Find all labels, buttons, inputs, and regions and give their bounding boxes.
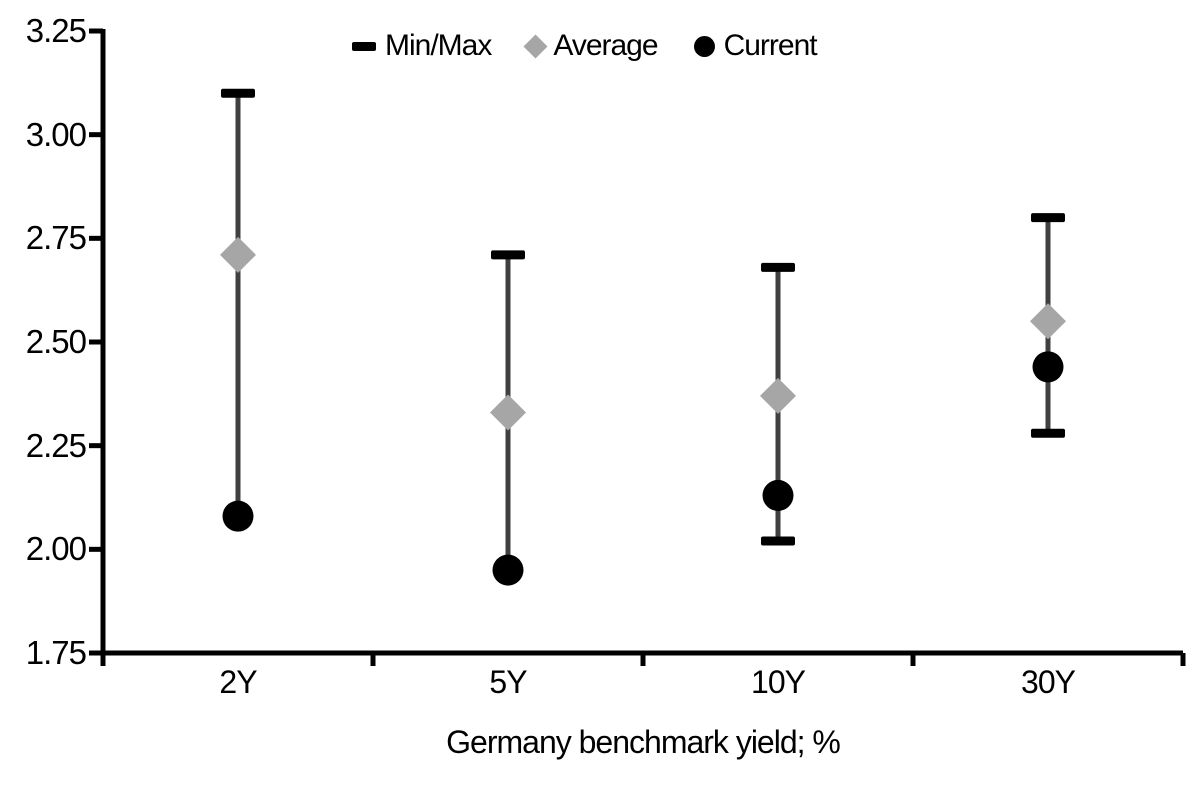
legend-item-average: Average [523,29,659,63]
max-cap-marker [1031,213,1065,223]
legend-label-current: Current [723,29,818,62]
legend-label-minmax: Min/Max [385,29,492,62]
average-diamond-marker [760,377,796,414]
current-circle-marker [492,554,524,586]
average-diamond-marker [490,394,526,431]
current-circle-marker [222,500,254,532]
x-axis-title: Germany benchmark yield; % [446,724,841,760]
average-diamond-icon [523,33,548,59]
y-tick-label: 1.75 [25,634,87,671]
max-cap-marker [761,262,795,272]
average-diamond-marker [220,236,256,273]
legend-item-minmax: Min/Max [352,29,492,63]
max-cap-marker [491,250,525,260]
minmax-dash-icon [352,41,376,51]
y-tick-label: 2.00 [25,530,87,567]
current-circle-icon [693,35,715,57]
y-tick-label: 2.50 [25,323,87,360]
x-category-label-10y: 10Y [751,664,806,700]
average-diamond-marker [1030,303,1066,340]
y-tick-label: 2.25 [25,427,87,464]
y-tick-label: 2.75 [25,219,87,256]
min-cap-marker [1031,428,1065,438]
current-circle-marker [1032,351,1064,383]
min-cap-marker [761,536,795,546]
legend-label-average: Average [553,29,658,62]
x-category-label-5y: 5Y [489,664,527,700]
y-tick-label: 3.25 [25,12,87,49]
current-circle-marker [762,479,794,511]
y-tick-label: 3.00 [25,116,87,153]
x-category-label-30y: 30Y [1021,664,1076,700]
max-cap-marker [221,88,255,98]
legend: Min/Max Average Current [352,26,818,66]
legend-item-current: Current [693,29,818,63]
x-category-label-2y: 2Y [219,664,257,700]
